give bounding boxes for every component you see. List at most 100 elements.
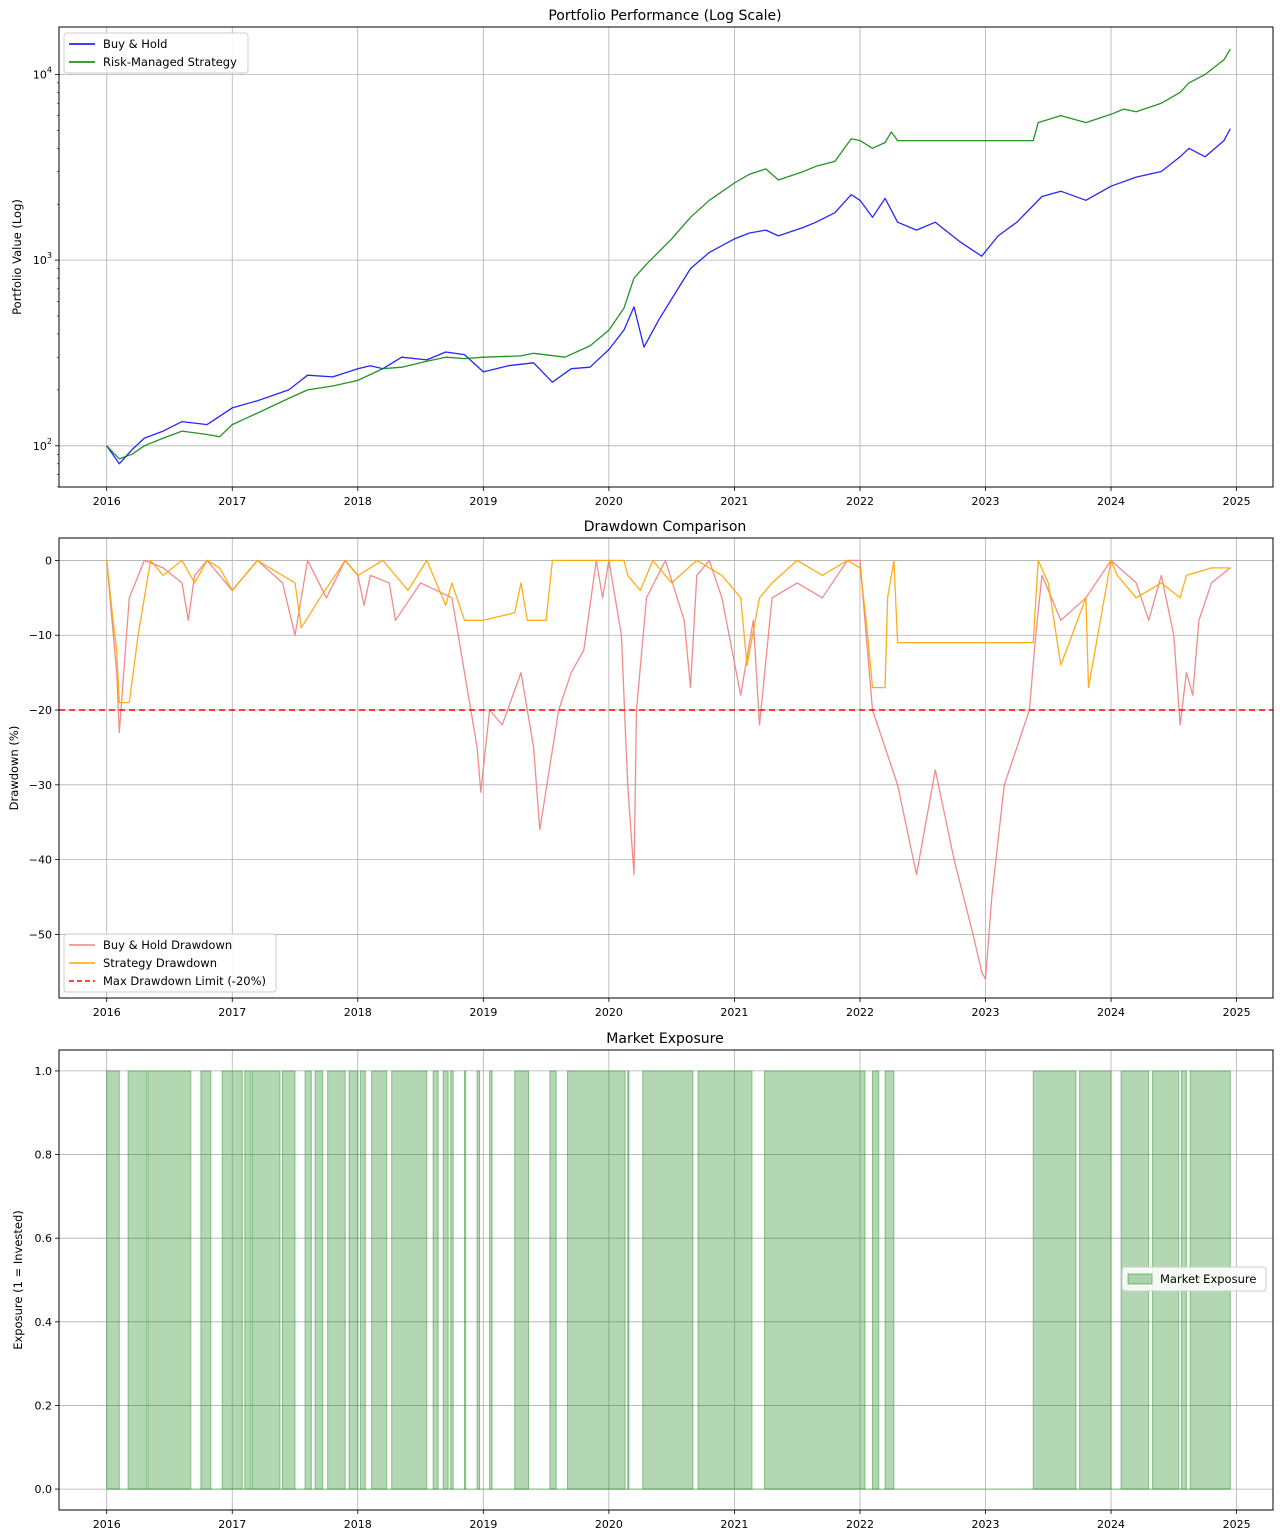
legend-label-drawdown-limit: Max Drawdown Limit (-20%): [103, 974, 266, 988]
performance-x-tick-label: 2024: [1097, 495, 1125, 508]
drawdown-x-tick-label: 2025: [1223, 1006, 1251, 1019]
exposure-title: Market Exposure: [606, 1031, 723, 1047]
performance-lines: [106, 48, 1231, 465]
drawdown-x-tick-label: 2021: [720, 1006, 748, 1019]
exposure-band: [314, 1070, 324, 1490]
drawdown-ylabel: Drawdown (%): [7, 726, 21, 811]
performance-ylabel: Portfolio Value (Log): [10, 199, 24, 315]
exposure-x-ticks: 2016 2017 2018 2019 2020 2021 2022 2023 2024 2025: [93, 1510, 1251, 1531]
exposure-band: [764, 1070, 866, 1490]
exposure-band: [432, 1070, 439, 1490]
exposure-band: [281, 1070, 296, 1490]
legend-swatch-market-exposure: [1127, 1273, 1153, 1285]
drawdown-y-ticks: 0 −10 −20 −30 −40 −50: [29, 554, 59, 941]
exposure-band: [244, 1070, 252, 1490]
exposure-y-tick-label: 1.0: [35, 1065, 53, 1078]
drawdown-x-tick-label: 2020: [595, 1006, 623, 1019]
exposure-band: [464, 1070, 467, 1490]
drawdown-x-tick-label: 2024: [1097, 1006, 1125, 1019]
exposure-band: [359, 1070, 366, 1490]
performance-axes-frame: [58, 26, 1274, 488]
legend-label-strategy: Risk-Managed Strategy: [103, 55, 237, 69]
exposure-band: [371, 1070, 388, 1490]
exposure-x-tick-label: 2016: [93, 1518, 121, 1531]
exposure-band: [147, 1070, 192, 1490]
exposure-y-tick-label: 0.4: [35, 1316, 53, 1329]
drawdown-panel: Drawdown Comparison 2016 2017 2018 2019 2020…: [7, 519, 1274, 1019]
exposure-y-ticks: 0.0 0.2 0.4 0.6 0.8 1.0: [35, 1065, 59, 1496]
exposure-band: [627, 1070, 630, 1490]
exposure-y-tick-label: 0.8: [35, 1149, 53, 1162]
performance-grid: [59, 27, 1273, 487]
performance-x-tick-label: 2023: [972, 495, 1000, 508]
exposure-band: [697, 1070, 753, 1490]
legend-label-bh-drawdown: Buy & Hold Drawdown: [103, 938, 232, 952]
series-line-risk-managed-strategy: [106, 48, 1231, 460]
drawdown-x-tick-label: 2018: [344, 1006, 372, 1019]
exposure-band: [549, 1070, 557, 1490]
performance-x-tick-label: 2017: [218, 495, 246, 508]
exposure-y-tick-label: 0.2: [35, 1399, 53, 1412]
exposure-band: [221, 1070, 243, 1490]
exposure-x-tick-label: 2021: [720, 1518, 748, 1531]
exposure-band: [106, 1070, 120, 1490]
performance-legend: Buy & Hold Risk-Managed Strategy: [63, 32, 249, 74]
drawdown-x-tick-label: 2017: [218, 1006, 246, 1019]
exposure-band: [450, 1070, 454, 1490]
series-line-buy-hold-drawdown: [106, 559, 1231, 980]
drawdown-x-ticks: 2016 2017 2018 2019 2020 2021 2022 2023 2024 2025: [93, 998, 1251, 1019]
exposure-x-tick-label: 2019: [469, 1518, 497, 1531]
exposure-band: [327, 1070, 346, 1490]
exposure-band: [872, 1070, 880, 1490]
exposure-band: [442, 1070, 449, 1490]
drawdown-legend: Buy & Hold Drawdown Strategy Drawdown Ma…: [63, 933, 277, 993]
legend-label-strategy-drawdown: Strategy Drawdown: [103, 956, 217, 970]
performance-y-tick-label: 103: [33, 251, 52, 267]
drawdown-y-tick-label: −50: [29, 928, 52, 941]
exposure-y-tick-label: 0.0: [35, 1483, 53, 1496]
exposure-band: [348, 1070, 359, 1490]
exposure-band: [200, 1070, 212, 1490]
exposure-x-tick-label: 2022: [846, 1518, 874, 1531]
drawdown-y-tick-label: −40: [29, 854, 52, 867]
performance-y-tick-label: 104: [33, 65, 52, 81]
exposure-band: [566, 1070, 626, 1490]
exposure-axes-frame: [58, 1049, 1274, 1511]
exposure-band: [1079, 1070, 1112, 1490]
exposure-band: [1032, 1070, 1077, 1490]
exposure-x-tick-label: 2018: [344, 1518, 372, 1531]
exposure-band: [642, 1070, 694, 1490]
performance-y-tick-label: 102: [33, 437, 52, 453]
exposure-band: [514, 1070, 530, 1490]
exposure-ylabel: Exposure (1 = Invested): [11, 1210, 25, 1350]
performance-x-tick-label: 2021: [720, 495, 748, 508]
exposure-band: [127, 1070, 148, 1490]
drawdown-x-tick-label: 2023: [972, 1006, 1000, 1019]
drawdown-axes-frame: [58, 537, 1274, 999]
exposure-grid: [59, 1050, 1273, 1510]
exposure-band: [391, 1070, 428, 1490]
drawdown-y-tick-label: −30: [29, 779, 52, 792]
performance-x-tick-label: 2016: [93, 495, 121, 508]
exposure-x-tick-label: 2017: [218, 1518, 246, 1531]
legend-label-market-exposure: Market Exposure: [1160, 1272, 1256, 1286]
exposure-y-tick-label: 0.6: [35, 1232, 53, 1245]
exposure-x-tick-label: 2025: [1223, 1518, 1251, 1531]
performance-x-tick-label: 2025: [1223, 495, 1251, 508]
performance-x-tick-label: 2022: [846, 495, 874, 508]
drawdown-y-tick-label: −20: [29, 704, 52, 717]
performance-y-ticks: 102 103 104: [33, 65, 59, 488]
exposure-panel: Market Exposure 2016 2017 2018 2019 2020 2021…: [11, 1031, 1274, 1531]
exposure-legend: Market Exposure: [1121, 1266, 1267, 1292]
drawdown-title: Drawdown Comparison: [584, 519, 747, 535]
exposure-band: [251, 1070, 281, 1490]
drawdown-x-tick-label: 2022: [846, 1006, 874, 1019]
series-line-buy-hold: [106, 128, 1231, 465]
exposure-areas: [106, 1070, 1231, 1490]
performance-panel: Portfolio Performance (Log Scale) 2016 20…: [10, 8, 1274, 508]
performance-x-ticks: 2016 2017 2018 2019 2020 2021 2022 2023 2024 2025: [93, 487, 1251, 508]
legend-label-buy-hold: Buy & Hold: [103, 37, 167, 51]
exposure-band: [489, 1070, 493, 1490]
exposure-x-tick-label: 2024: [1097, 1518, 1125, 1531]
